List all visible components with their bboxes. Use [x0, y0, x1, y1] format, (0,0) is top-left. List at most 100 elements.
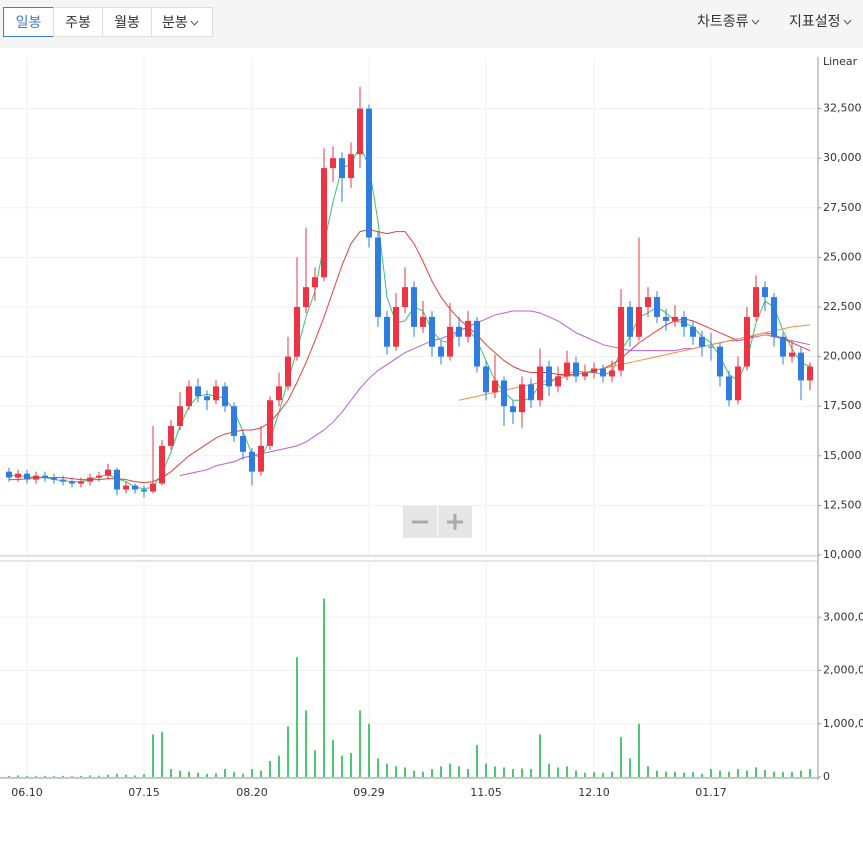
- candle-body: [348, 154, 354, 179]
- volume-bar: [377, 758, 379, 777]
- candle-body: [51, 477, 57, 480]
- candle-body: [519, 384, 525, 413]
- volume-bar: [350, 753, 352, 777]
- volume-bar: [611, 771, 613, 777]
- candle-body: [339, 158, 345, 179]
- volume-bar: [116, 773, 118, 777]
- candle-body: [150, 483, 156, 492]
- candle-body: [294, 307, 300, 357]
- candle-body: [447, 326, 453, 357]
- x-tick-label: 07.15: [128, 786, 160, 799]
- volume-bar: [269, 761, 271, 777]
- period-button[interactable]: 월봉: [102, 7, 152, 37]
- volume-bar: [332, 739, 334, 777]
- volume-bar: [746, 770, 748, 777]
- candle-body: [87, 477, 93, 482]
- volume-bar: [494, 766, 496, 777]
- volume-bar: [566, 766, 568, 777]
- toolbar: 일봉 주봉 월봉 분봉 차트종류 지표설정: [0, 0, 863, 48]
- y-tick-label: 17,500: [823, 399, 862, 412]
- candle-body: [195, 386, 201, 397]
- candle-body: [78, 481, 84, 484]
- volume-bar: [656, 770, 658, 777]
- volume-bar: [359, 710, 361, 777]
- x-tick-label: 12.10: [578, 786, 610, 799]
- candle-body: [798, 352, 804, 381]
- period-label: 분봉: [162, 15, 188, 31]
- y-tick-label: 12,500: [823, 498, 862, 511]
- volume-bar: [314, 750, 316, 777]
- volume-bar: [593, 772, 595, 777]
- menu-label: 지표설정: [789, 14, 841, 30]
- volume-bar: [179, 770, 181, 777]
- indicator-menu[interactable]: 지표설정: [789, 7, 852, 37]
- volume-bar: [764, 770, 766, 777]
- volume-bar: [341, 755, 343, 777]
- scale-label: Linear: [823, 55, 858, 68]
- volume-bar: [80, 775, 82, 777]
- volume-bar: [404, 767, 406, 777]
- volume-bar: [512, 769, 514, 777]
- volume-bar: [557, 767, 559, 777]
- volume-bar: [188, 771, 190, 777]
- candle-body: [132, 485, 138, 490]
- period-dropdown[interactable]: 분봉: [151, 7, 213, 37]
- zoom-control: [403, 506, 472, 538]
- moving-average-line: [458, 324, 811, 401]
- candle-body: [123, 485, 129, 490]
- candle-body: [321, 168, 327, 278]
- period-button[interactable]: 일봉: [3, 7, 54, 37]
- volume-bar: [17, 775, 19, 777]
- volume-bar: [719, 770, 721, 777]
- period-button[interactable]: 주봉: [53, 7, 103, 37]
- volume-bar: [530, 769, 532, 777]
- candle-body: [384, 316, 390, 347]
- candle-body: [96, 475, 102, 478]
- volume-bar: [737, 769, 739, 777]
- candle-body: [690, 326, 696, 337]
- volume-bar: [413, 770, 415, 777]
- moving-average-line: [9, 145, 811, 490]
- volume-bar: [260, 770, 262, 777]
- volume-bar: [728, 771, 730, 777]
- volume-bar: [107, 774, 109, 777]
- volume-bar: [638, 723, 640, 777]
- volume-bar: [323, 598, 325, 777]
- volume-bar: [449, 763, 451, 777]
- volume-bar: [692, 772, 694, 777]
- x-tick-label: 08.20: [236, 786, 268, 799]
- candle-body: [249, 451, 255, 472]
- volume-bar: [755, 767, 757, 777]
- volume-bar: [278, 755, 280, 777]
- y-tick-label: 20,000: [823, 350, 862, 363]
- candle-body: [582, 372, 588, 377]
- candle-body: [699, 336, 705, 347]
- volume-bar: [287, 726, 289, 777]
- volume-bar: [215, 773, 217, 777]
- candle-body: [105, 469, 111, 476]
- candle-body: [60, 479, 66, 482]
- grid: [0, 57, 818, 778]
- volume-bar: [620, 737, 622, 777]
- candle-body: [267, 400, 273, 446]
- candle-body: [753, 287, 759, 317]
- candle-body: [717, 346, 723, 377]
- candle-body: [780, 336, 786, 357]
- volume-bar: [647, 766, 649, 777]
- candle-body: [393, 307, 399, 347]
- volume-bar: [368, 723, 370, 777]
- candle-body: [159, 445, 165, 484]
- volume-bar: [233, 772, 235, 777]
- volume-bar: [575, 770, 577, 777]
- candle-body: [420, 316, 426, 327]
- candle-body: [465, 320, 471, 337]
- candle-body: [438, 346, 444, 357]
- chart-type-menu[interactable]: 차트종류: [697, 7, 760, 37]
- candle-body: [528, 384, 534, 401]
- candle-body: [663, 316, 669, 321]
- candle-body: [69, 481, 75, 484]
- candle-body: [645, 297, 651, 307]
- candle-body: [411, 287, 417, 327]
- y-tick-label: 10,000: [823, 548, 862, 561]
- volume-bar: [458, 766, 460, 777]
